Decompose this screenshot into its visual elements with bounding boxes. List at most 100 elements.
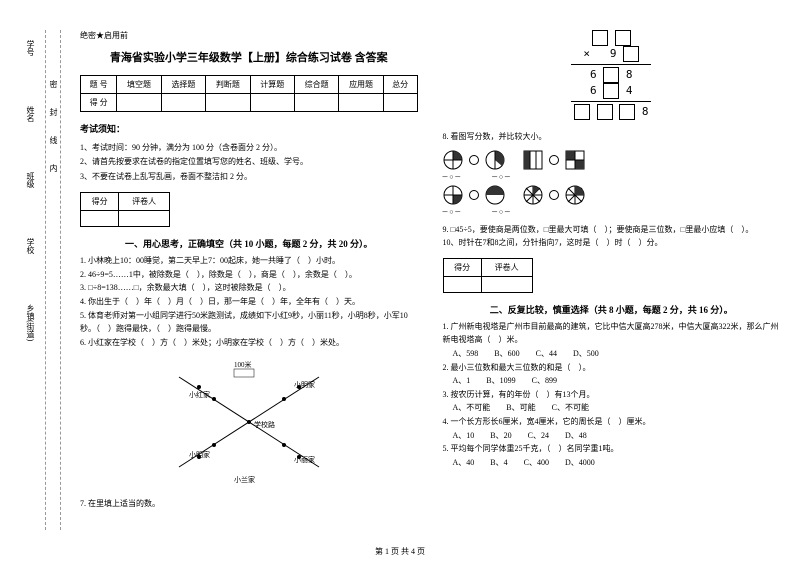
math-box: [623, 46, 639, 62]
grader-label: 评卷人: [119, 193, 170, 211]
map-diagram: 100米 小红家 小明家 小明家 小丽家 小兰家 学校路: [80, 357, 418, 489]
q7: 7. 在里填上适当的数。: [80, 497, 418, 511]
table-row: 得 分: [81, 94, 418, 112]
shapes-row: ─ ○ ─ ─ ○ ─: [443, 208, 781, 217]
question-options: A、10 B、20 C、24 D、48: [453, 429, 781, 443]
score-label: 得分: [443, 258, 481, 276]
math-box: [603, 67, 619, 83]
question-options: A、598 B、600 C、44 D、500: [453, 347, 781, 361]
grader-label: 评卷人: [481, 258, 532, 276]
compare-circle: [469, 155, 479, 165]
side-label-class: 班级: [25, 172, 36, 188]
header-cell: 计算题: [250, 76, 294, 94]
math-box: [592, 30, 608, 46]
circle-fraction-icon: [443, 185, 463, 205]
notice-item: 1、考试时间：90 分钟，满分为 100 分（含卷面分 2 分）。: [80, 141, 418, 155]
part1-title: 一、用心思考，正确填空（共 10 小题，每题 2 分，共 20 分）。: [80, 237, 418, 250]
q10: 10、时针在7和8之间，分针指向7，这时是（ ）时（ ）分。: [443, 236, 781, 250]
grader-box-2: 得分评卷人: [443, 258, 533, 293]
digit: 8: [642, 105, 649, 118]
table-row: 题 号 填空题 选择题 判断题 计算题 综合题 应用题 总分: [81, 76, 418, 94]
question-item: 1. 小林晚上10：00睡觉，第二天早上7：00起床，她一共睡了（ ）小时。: [80, 254, 418, 268]
math-box: [619, 104, 635, 120]
score-cell: 得 分: [81, 94, 117, 112]
svg-text:小明家: 小明家: [189, 450, 210, 459]
question-item: 4. 你出生于（ ）年（ ）月（ ）日，那一年是（ ）年，全年有（ ）天。: [80, 295, 418, 309]
square-fraction-icon: [565, 150, 585, 170]
header-cell: 选择题: [161, 76, 205, 94]
part2-questions: 1. 广州新电视塔是广州市目前最高的建筑，它比中信大厦高278米，中信大厦高32…: [443, 320, 781, 470]
math-box: [603, 83, 619, 99]
header-cell: 判断题: [206, 76, 250, 94]
digit: 6: [590, 68, 597, 81]
left-column: 绝密★启用前 青海省实验小学三年级数学【上册】综合练习试卷 含答案 题 号 填空…: [80, 30, 418, 511]
header-cell: 应用题: [339, 76, 383, 94]
question-item: 6. 小红家在学校（ ）方（ ）米处；小明家在学校（ ）方（ ）米处。: [80, 336, 418, 350]
svg-text:小明家: 小明家: [294, 380, 315, 389]
notice-title: 考试须知：: [80, 122, 418, 135]
question-item: 3. 按农历计算，有的年份（ ）有13个月。: [443, 388, 781, 402]
question-options: A、40 B、4 C、400 D、4000: [453, 456, 781, 470]
math-problem-1: × 9 6 8 6 4 8: [443, 30, 781, 120]
side-label-id: 学号: [25, 40, 36, 56]
map-svg: 100米 小红家 小明家 小明家 小丽家 小兰家 学校路: [159, 357, 339, 487]
svg-text:小丽家: 小丽家: [294, 455, 315, 464]
seal-line-1: [45, 30, 46, 530]
exam-title: 青海省实验小学三年级数学【上册】综合练习试卷 含答案: [80, 49, 418, 65]
math-box: [574, 104, 590, 120]
header-cell: 总分: [383, 76, 417, 94]
side-labels-container: 学号 姓名 班级 学校 乡镇(街道): [25, 40, 45, 391]
question-item: 1. 广州新电视塔是广州市目前最高的建筑，它比中信大厦高278米，中信大厦高32…: [443, 320, 781, 347]
page-footer: 第 1 页 共 4 页: [0, 546, 800, 557]
digit: 8: [626, 68, 633, 81]
circle-fraction-icon: [565, 185, 585, 205]
q9: 9. □45÷5，要使商是两位数，□里最大可填（ ）；要使商是三位数，□里最小应…: [443, 223, 781, 237]
header-cell: 题 号: [81, 76, 117, 94]
mult-sign: ×: [583, 47, 590, 60]
svg-text:学校路: 学校路: [254, 420, 275, 429]
q8: 8. 看图写分数，并比较大小。: [443, 130, 781, 144]
shapes-row: [443, 150, 781, 170]
grader-box: 得分评卷人: [80, 192, 170, 227]
math-line: [571, 64, 651, 65]
question-item: 3. □÷8=138……□，余数最大填（ ），这时被除数是（ ）。: [80, 281, 418, 295]
svg-text:小兰家: 小兰家: [234, 475, 255, 484]
compare-circle: [469, 190, 479, 200]
fraction-shapes: ─ ○ ─ ─ ○ ─ ─ ○ ─ ─ ○ ─: [443, 150, 781, 217]
score-table: 题 号 填空题 选择题 判断题 计算题 综合题 应用题 总分 得 分: [80, 75, 418, 112]
page-content: 绝密★启用前 青海省实验小学三年级数学【上册】综合练习试卷 含答案 题 号 填空…: [0, 0, 800, 521]
seal-line-2: [60, 30, 61, 530]
part2-title: 二、反复比较，慎重选择（共 8 小题，每题 2 分，共 16 分）。: [443, 303, 781, 316]
question-item: 2. 最小三位数和最大三位数的和是（ ）。: [443, 361, 781, 375]
confidential-label: 绝密★启用前: [80, 30, 418, 41]
circle-fraction-icon: [485, 150, 505, 170]
side-label-name: 姓名: [25, 106, 36, 122]
question-options: A、不可能 B、可能 C、不可能: [453, 401, 781, 415]
square-fraction-icon: [523, 150, 543, 170]
svg-text:小红家: 小红家: [189, 390, 210, 399]
question-item: 5. 体育老师对第一小组同学进行50米跑测试，成绩如下小红9秒，小丽11秒，小明…: [80, 309, 418, 336]
math-line: [571, 101, 651, 102]
header-cell: 综合题: [294, 76, 338, 94]
compare-circle: [549, 190, 559, 200]
side-label-town: 乡镇(街道): [25, 304, 36, 341]
math-box: [597, 104, 613, 120]
side-label-school: 学校: [25, 238, 36, 254]
shapes-row: ─ ○ ─ ─ ○ ─: [443, 173, 781, 182]
question-options: A、1 B、1099 C、899: [453, 374, 781, 388]
math-box: [615, 30, 631, 46]
part1-questions: 1. 小林晚上10：00睡觉，第二天早上7：00起床，她一共睡了（ ）小时。 2…: [80, 254, 418, 349]
question-item: 2. 46÷9=5……1中，被除数是（ ），除数是（ ），商是（ ），余数是（ …: [80, 268, 418, 282]
notice-list: 1、考试时间：90 分钟，满分为 100 分（含卷面分 2 分）。 2、请首先按…: [80, 141, 418, 184]
score-label: 得分: [81, 193, 119, 211]
circle-fraction-icon: [443, 150, 463, 170]
digit: 6: [590, 84, 597, 97]
svg-text:100米: 100米: [234, 360, 252, 369]
digit: 4: [626, 84, 633, 97]
question-item: 5. 平均每个同学体重25千克，（ ）名同学重1吨。: [443, 442, 781, 456]
digit: 9: [610, 47, 617, 60]
circle-fraction-icon: [485, 185, 505, 205]
seal-text: 密封线内: [48, 80, 59, 192]
question-item: 4. 一个长方形长6厘米，宽4厘米，它的周长是（ ）厘米。: [443, 415, 781, 429]
notice-item: 3、不要在试卷上乱写乱画，卷面不整洁扣 2 分。: [80, 170, 418, 184]
